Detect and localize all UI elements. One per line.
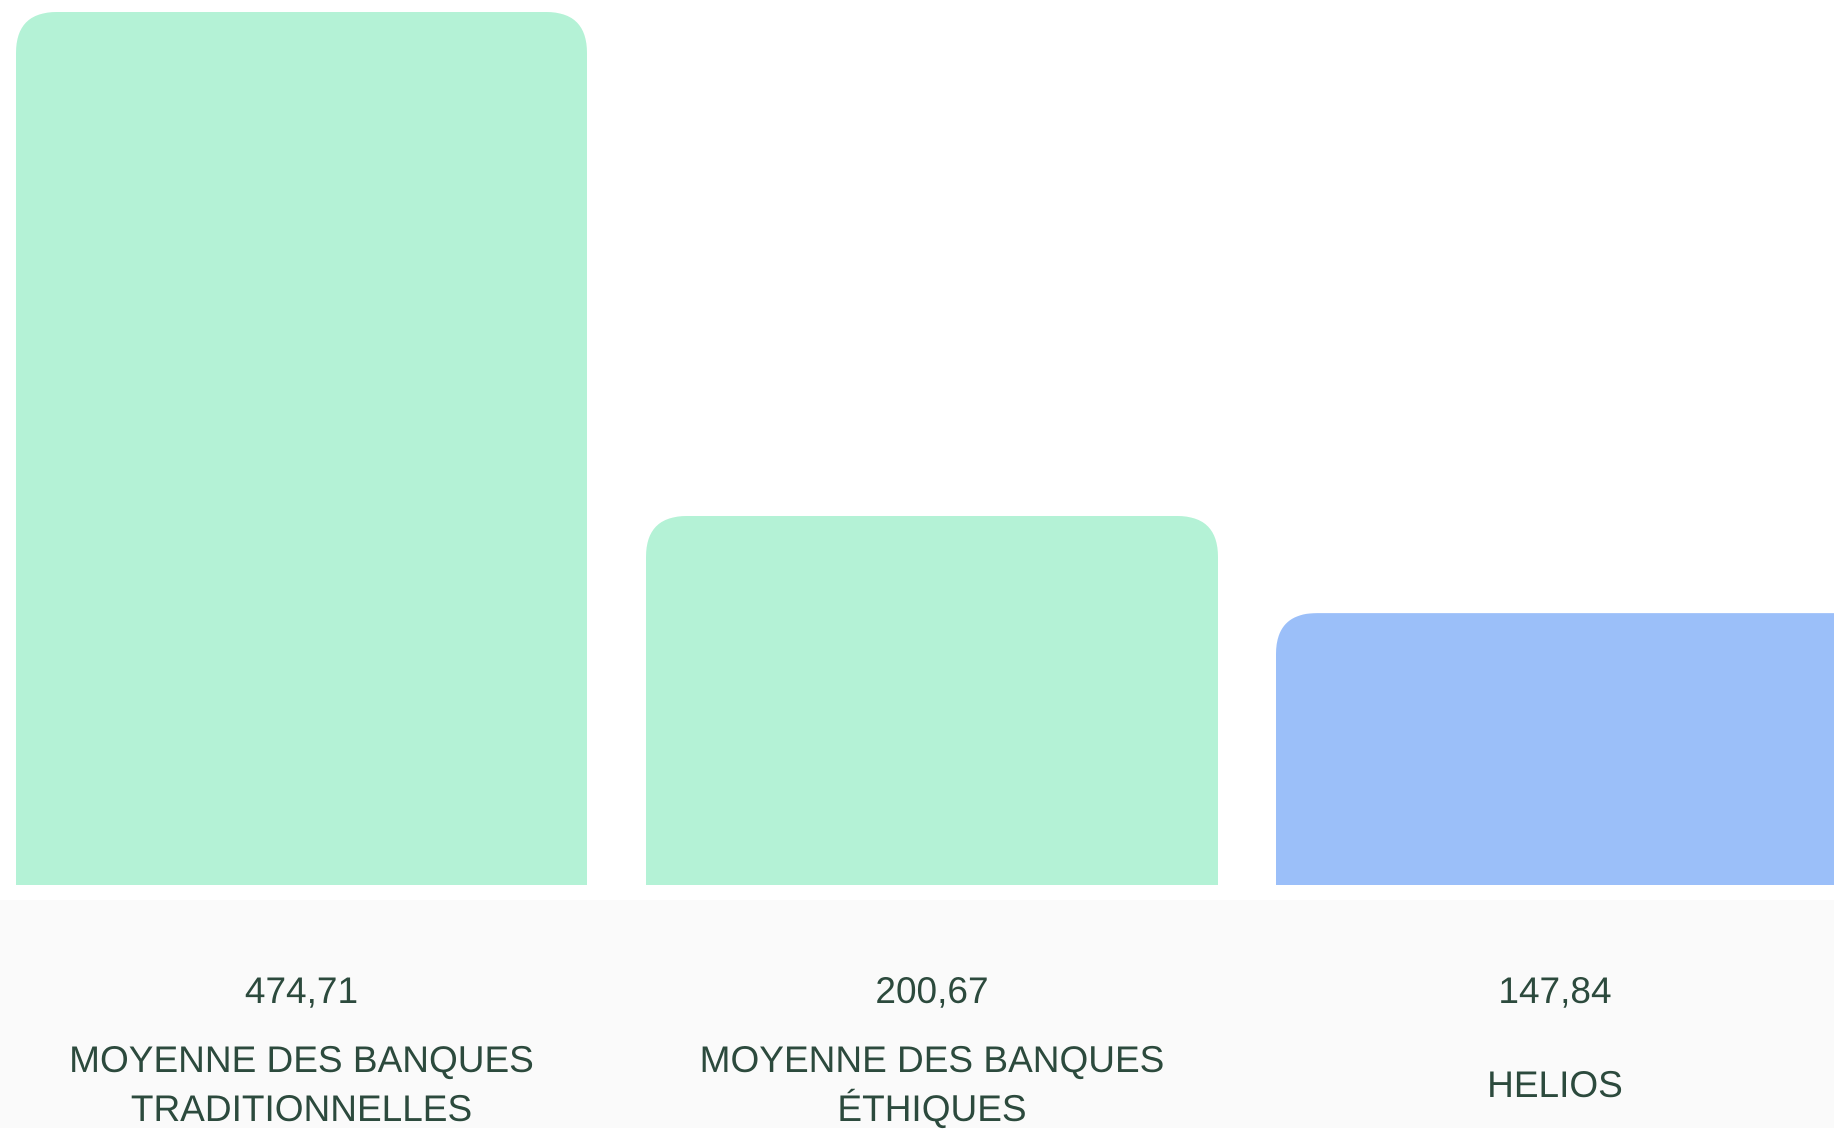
category-label: HELIOS <box>1487 1063 1623 1105</box>
chart <box>16 12 1834 885</box>
bar <box>1276 613 1834 885</box>
bar <box>646 515 1218 885</box>
category-label: MOYENNE DES BANQUES TRADITIONNELLES <box>69 1039 534 1129</box>
footer-band <box>0 900 1834 1128</box>
bar <box>16 12 587 885</box>
category-label: MOYENNE DES BANQUES ÉTHIQUES <box>699 1039 1165 1129</box>
value-label: 200,67 <box>875 970 989 1011</box>
value-label: 474,71 <box>244 970 359 1011</box>
value-label: 147,84 <box>1498 970 1612 1011</box>
